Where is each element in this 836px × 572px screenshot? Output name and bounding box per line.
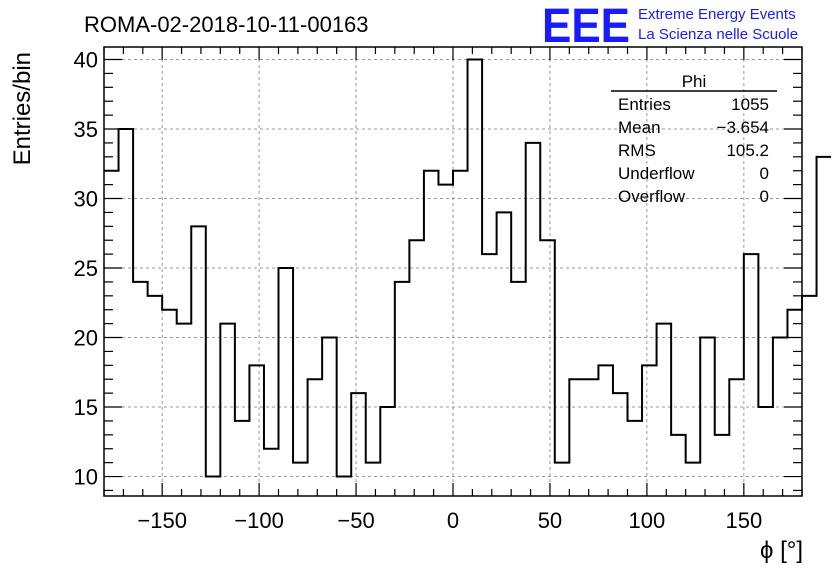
y-tick-label: 10 bbox=[74, 465, 98, 490]
histogram-bin bbox=[511, 282, 526, 496]
histogram-bin bbox=[628, 421, 643, 496]
stats-value-entries: 1055 bbox=[731, 95, 769, 114]
stats-title: Phi bbox=[682, 72, 707, 91]
y-tick-label: 20 bbox=[74, 326, 98, 351]
x-tick-label: −150 bbox=[137, 508, 187, 533]
x-tick-label: 0 bbox=[447, 508, 459, 533]
histogram-bin bbox=[744, 254, 759, 496]
histogram-bin bbox=[758, 407, 773, 496]
histogram-bin bbox=[351, 393, 366, 496]
stats-label-mean: Mean bbox=[618, 118, 661, 137]
histogram-bin bbox=[671, 435, 686, 496]
stats-label-rms: RMS bbox=[618, 141, 656, 160]
x-tick-label: 100 bbox=[629, 508, 666, 533]
x-tick-label: −100 bbox=[234, 508, 284, 533]
histogram-bin bbox=[802, 296, 817, 496]
histogram-bin bbox=[148, 296, 163, 496]
histogram-bin bbox=[569, 379, 584, 496]
histogram-outline bbox=[104, 58, 832, 478]
x-axis-title: ϕ [°] bbox=[760, 537, 803, 564]
stats-value-overflow: 0 bbox=[760, 187, 769, 206]
histogram-bin bbox=[293, 463, 308, 496]
histogram-bin bbox=[366, 463, 381, 496]
y-tick-label: 30 bbox=[74, 187, 98, 212]
logo-line-2: La Scienza nelle Scuole bbox=[638, 26, 798, 43]
x-tick-label: −50 bbox=[337, 508, 374, 533]
histogram-bin bbox=[235, 421, 250, 496]
histogram-bin bbox=[715, 435, 730, 496]
axes: −150 −100 −50 0 50 100 150 10 15 20 25 30 35 40 bbox=[74, 46, 803, 533]
histogram-bin bbox=[220, 324, 235, 496]
histogram-bin bbox=[657, 324, 672, 496]
stats-value-underflow: 0 bbox=[760, 164, 769, 183]
stats-value-mean: −3.654 bbox=[717, 118, 769, 137]
y-tick-label: 15 bbox=[74, 395, 98, 420]
histogram-bin bbox=[817, 157, 832, 496]
histogram-bin bbox=[380, 407, 395, 496]
y-tick-label: 35 bbox=[74, 117, 98, 142]
histogram bbox=[104, 58, 832, 496]
histogram-bin bbox=[424, 171, 439, 496]
histogram-bin bbox=[540, 240, 555, 496]
histogram-bin bbox=[206, 477, 221, 496]
y-tick-label: 40 bbox=[74, 48, 98, 73]
histogram-bin bbox=[613, 393, 628, 496]
histogram-bin bbox=[337, 477, 352, 496]
histogram-bin bbox=[438, 185, 453, 496]
histogram-bin bbox=[555, 463, 570, 496]
histogram-bin bbox=[264, 449, 279, 496]
stats-label-overflow: Overflow bbox=[618, 187, 686, 206]
histogram-bin bbox=[729, 379, 744, 496]
histogram-bin bbox=[773, 338, 788, 496]
logo-mark: EEE bbox=[542, 0, 630, 53]
histogram-bin bbox=[104, 171, 119, 496]
histogram-bin bbox=[395, 282, 410, 496]
histogram-bin bbox=[177, 324, 192, 496]
histogram-bin bbox=[119, 129, 134, 496]
histogram-bin bbox=[497, 212, 512, 496]
histogram-bin bbox=[322, 338, 337, 496]
logo-line-1: Extreme Energy Events bbox=[638, 6, 796, 23]
grid bbox=[104, 47, 802, 496]
stats-box: Phi Entries 1055 Mean −3.654 RMS 105.2 U… bbox=[611, 72, 777, 206]
x-tick-label: 150 bbox=[725, 508, 762, 533]
stats-label-entries: Entries bbox=[618, 95, 671, 114]
stats-value-rms: 105.2 bbox=[726, 141, 769, 160]
histogram-bin bbox=[133, 282, 148, 496]
histogram-bin bbox=[686, 463, 701, 496]
histogram-bin bbox=[700, 338, 715, 496]
histogram-bin bbox=[526, 143, 541, 496]
y-axis-title: Entries/bin bbox=[9, 52, 36, 165]
histogram-bin bbox=[453, 171, 468, 496]
histogram-bin bbox=[482, 254, 497, 496]
histogram-bin bbox=[468, 60, 483, 496]
y-tick-label: 25 bbox=[74, 256, 98, 281]
logo: EEE Extreme Energy Events La Scienza nel… bbox=[542, 0, 798, 53]
chart-title: ROMA-02-2018-10-11-00163 bbox=[84, 12, 369, 37]
stats-label-underflow: Underflow bbox=[618, 164, 695, 183]
histogram-bin bbox=[584, 379, 599, 496]
histogram-bin bbox=[409, 240, 424, 496]
x-tick-label: 50 bbox=[538, 508, 562, 533]
histogram-bin bbox=[308, 379, 323, 496]
histogram-bin bbox=[191, 226, 206, 496]
histogram-bin bbox=[279, 268, 294, 496]
